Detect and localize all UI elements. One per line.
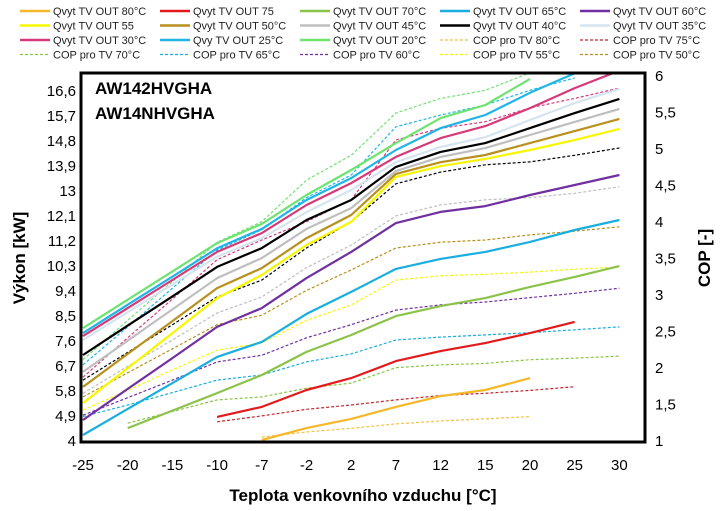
y2-tick-label: 3 [655,287,663,304]
y-tick-label: 11,2 [48,233,76,250]
plot-lines [82,73,620,442]
power-series-line [82,97,620,356]
model-name-2: AW14NHVGHA [95,104,215,123]
y-tick-label: 12,1 [47,208,76,225]
y-tick-label: 13,9 [47,158,76,175]
y-tick-label: 8,5 [55,308,76,325]
power-series-line [82,107,620,373]
legend-label: Qvyt TV OUT 40°C [473,21,566,33]
legend-label: Qvyt TV OUT 80°C [53,6,146,18]
x-tick-label: 7 [392,457,400,474]
legend-label: Qvyt TV OUT 35°C [613,21,706,33]
legend-label: Qvyt TV OUT 50°C [193,21,286,33]
y-tick-label: 5,8 [55,383,76,400]
cop-series-line [82,226,620,398]
x-tick-label: -7 [255,457,268,474]
x-tick-label: -15 [162,457,184,474]
x-tick-label: 20 [522,457,539,474]
x-tick-label: 25 [566,457,583,474]
y2-tick-label: 2 [655,360,663,377]
legend-label: COP pro TV 65°C [193,50,280,62]
cop-series-line [82,186,620,394]
model-name-1: AW142HVGHA [95,79,212,98]
y-axis-right-ticks: 1 1,5 2 2,5 3 3,5 4 4,5 5 5,5 6 [655,68,676,450]
legend-label: COP pro TV 80°C [473,35,560,47]
cop-series-line [217,386,575,423]
y2-tick-label: 4 [655,214,663,231]
y2-tick-label: 1,5 [655,397,676,414]
y-tick-label: 16,6 [47,83,76,100]
legend-label: COP pro TV 50°C [613,50,700,62]
y-tick-label: 14,8 [47,133,76,150]
power-series-line [82,87,620,341]
y2-tick-label: 3,5 [655,251,676,268]
x-axis-ticks: -25 -20 -15 -10 -7 -2 2 7 12 15 20 25 30 [72,457,628,474]
cop-series-line [127,355,620,424]
legend-label: Qvyt TV OUT 70°C [333,6,426,18]
y-tick-label: 4,9 [55,408,76,425]
legend: Qvyt TV OUT 80°C Qvyt TV OUT 75 Qvyt TV OU… [20,6,706,62]
power-series-line [82,173,620,421]
x-axis-title: Teplota venkovního vzduchu [°C] [229,486,496,505]
y2-tick-label: 6 [655,68,663,85]
x-tick-label: -10 [206,457,228,474]
legend-label: COP pro TV 70°C [53,50,140,62]
x-tick-label: -2 [300,457,313,474]
x-tick-label: -25 [72,457,94,474]
x-tick-label: 30 [611,457,628,474]
cop-series-line [82,287,620,416]
legend-label: Qvyt TV OUT 60°C [613,6,706,18]
legend-label: Qvyt TV OUT 30°C [53,35,146,47]
y-tick-label: 9,4 [55,283,76,300]
y-axis-right-title: COP [-] [695,229,714,287]
legend-label: COP pro TV 75°C [613,35,700,47]
legend-label: Qvy TV OUT 25°C [193,35,283,47]
y2-tick-label: 2,5 [655,324,676,341]
x-tick-label: -20 [117,457,139,474]
legend-label: Qvyt TV OUT 20°C [333,35,426,47]
power-series-line [82,73,576,335]
legend-label: Qvyt TV OUT 75 [193,6,274,18]
legend-label: Qvyt TV OUT 55 [53,21,134,33]
legend-label: COP pro TV 60°C [333,50,420,62]
legend-label: COP pro TV 55°C [473,50,560,62]
power-series-line [216,320,575,418]
power-series-line [127,265,620,430]
cop-series-line [82,266,620,411]
y-tick-label: 6,7 [55,358,76,375]
legend-label: Qvyt TV OUT 45°C [333,21,426,33]
power-series-line [82,77,531,330]
y2-tick-label: 1 [655,433,663,450]
power-series-line [82,127,620,404]
power-series-line [82,218,620,436]
cop-series-line [261,416,531,438]
y2-tick-label: 5,5 [655,105,676,122]
y-tick-label: 10,3 [47,258,76,275]
y-tick-label: 15,7 [47,108,76,125]
y-tick-label: 13 [59,183,76,200]
power-series-line [261,377,531,442]
power-series-line [82,73,617,338]
x-tick-label: 2 [347,457,355,474]
y-axis-left-ticks: 4 4,9 5,8 6,7 7,6 8,5 9,4 10,3 11,2 12,1 13 13,9 14,… [47,83,76,450]
y-axis-left-title: Výkon [kW] [10,212,29,305]
x-tick-label: 15 [477,457,494,474]
legend-label: Qvyt TV OUT 65°C [473,6,566,18]
power-series-line [82,117,620,388]
x-tick-label: 12 [432,457,449,474]
plot-frame [79,71,647,444]
cop-series-line [82,77,575,366]
y-tick-label: 4 [68,433,76,450]
y2-tick-label: 4,5 [655,178,676,195]
y2-tick-label: 5 [655,141,663,158]
y-tick-label: 7,6 [55,333,76,350]
